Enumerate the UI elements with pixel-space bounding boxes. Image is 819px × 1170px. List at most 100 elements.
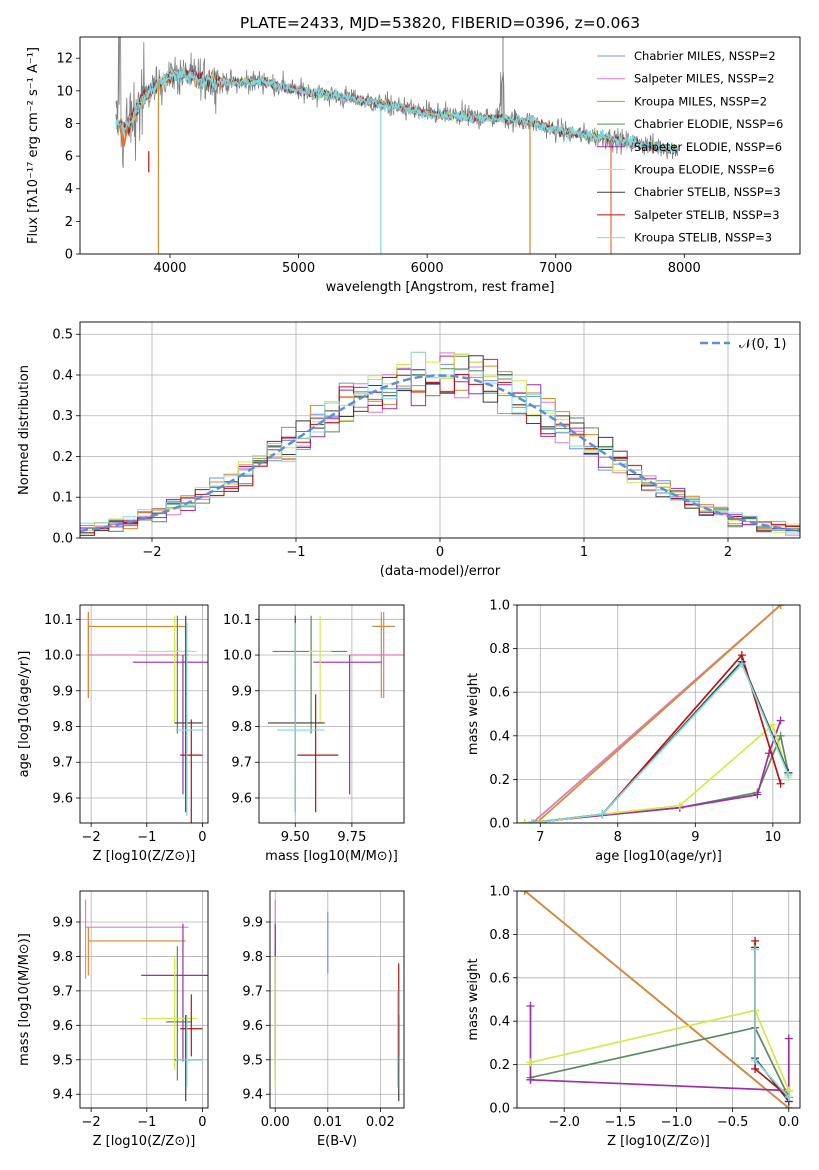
marker-kroupa_elodie xyxy=(520,819,529,823)
y-tick: 9.8 xyxy=(52,950,80,965)
x-tick: 6000 xyxy=(411,254,444,276)
y-axis-label: Flux [fλ10⁻¹⁷ erg cm⁻² s⁻¹ A⁻¹] xyxy=(26,47,41,244)
errorbar-kroupa_stelib xyxy=(175,1015,204,1088)
y-tick-label: 0.3 xyxy=(52,409,73,424)
marker-kroupa_elodie xyxy=(768,720,777,729)
legend-label: Kroupa MILES, NSSP=2 xyxy=(634,94,767,108)
y-tick-label: 9.6 xyxy=(52,791,73,806)
errorbar-kroupa_miles xyxy=(374,612,393,698)
x-tick: 7 xyxy=(536,823,544,845)
marker-salpeter_elodie xyxy=(776,716,785,725)
x-tick-label: −0.5 xyxy=(717,1115,749,1130)
marker-kroupa_elodie xyxy=(675,801,684,810)
panel-age-vs-mass: 9.50 9.75 9.6 9.7 9.8 9.9 10.0 10.1 mass [log10(… xyxy=(223,604,405,864)
axes-frame xyxy=(79,36,801,255)
y-axis-label: mass weight xyxy=(466,673,481,755)
errorbar-salpeter_stelib xyxy=(297,694,339,813)
y-tick: 9.6 xyxy=(52,791,80,806)
legend-label: Chabrier STELIB, NSSP=3 xyxy=(634,185,781,199)
y-tick: 9.8 xyxy=(231,720,259,735)
x-tick-label: 9.50 xyxy=(281,830,310,845)
y-tick: 9.5 xyxy=(52,1053,80,1068)
residual-legend: 𝒩(0, 1) xyxy=(700,337,786,352)
y-tick: 9.7 xyxy=(242,984,270,999)
x-axis-label: E(B-V) xyxy=(317,1134,357,1149)
y-tick: 9.9 xyxy=(52,684,80,699)
x-tick: −0.5 xyxy=(717,1108,749,1130)
x-tick: 0 xyxy=(198,823,207,845)
y-tick: 0 xyxy=(65,248,80,263)
x-tick-label: 7000 xyxy=(539,261,572,276)
plot-area xyxy=(80,891,208,1108)
model-spectrum-kroupa-stelib-top xyxy=(115,69,679,154)
x-tick-label: 0 xyxy=(198,830,206,845)
x-tick: −2.0 xyxy=(548,1108,580,1130)
y-tick-label: 9.5 xyxy=(242,1053,263,1068)
errorbar-kroupa_elodie xyxy=(141,956,197,1071)
plot-area xyxy=(80,322,800,538)
marker-kroupa_stelib xyxy=(784,1093,793,1102)
y-tick: 0.6 xyxy=(489,686,517,701)
y-tick: 0.2 xyxy=(52,450,80,465)
marker-kroupa_stelib xyxy=(737,659,746,668)
observed-spectrum xyxy=(115,37,678,168)
marker-chabrier_elodie xyxy=(776,731,785,740)
x-tick-label: −1.0 xyxy=(661,1115,693,1130)
y-tick-label: 9.9 xyxy=(242,916,263,931)
panel-mass-weight-vs-z: −2.0 −1.5 −1.0 −0.5 0.0 0.0 0.2 0.4 0.6 0.8 1.0 Z [… xyxy=(466,885,801,1149)
errorbar-kroupa_miles xyxy=(87,927,186,976)
panel-mass-vs-z: −2 −1 0 9.4 9.5 9.6 9.7 9.8 9.9 Z [log10(Z/Z⊙)] ma… xyxy=(17,890,209,1149)
x-tick-label: 10 xyxy=(765,830,782,845)
panel-spectrum: 4000 5000 6000 7000 8000 0 2 4 6 8 10 12 wavelength … xyxy=(26,36,801,295)
y-tick: 0.0 xyxy=(489,1102,517,1117)
x-tick: −1 xyxy=(137,1108,156,1130)
y-tick-label: 10.0 xyxy=(223,649,252,664)
y-tick-label: 0.4 xyxy=(489,1015,510,1030)
y-axis-label: Normed distribution xyxy=(17,365,32,495)
y-tick-label: 12 xyxy=(56,52,73,67)
model-spectrum-chabrier_stelib xyxy=(115,68,678,155)
marker-kroupa_elodie xyxy=(526,1058,535,1067)
figure-title: PLATE=2433, MJD=53820, FIBERID=0396, z=0… xyxy=(240,14,640,32)
x-tick-label: 5000 xyxy=(282,261,315,276)
marker-kroupa_miles xyxy=(532,819,541,823)
panel-mass-weight-vs-age: 7 8 9 10 0.0 0.2 0.4 0.6 0.8 1.0 age [log10(age/yr… xyxy=(466,599,801,864)
y-tick-label: 0.6 xyxy=(489,686,510,701)
y-tick: 10.1 xyxy=(44,613,80,628)
x-tick-label: 0.02 xyxy=(366,1115,395,1130)
marker-salpeter_stelib xyxy=(776,779,785,788)
y-tick-label: 9.6 xyxy=(52,1019,73,1034)
mass-weight-line-chabrier_stelib xyxy=(532,660,790,823)
axes-frame xyxy=(79,604,209,824)
marker-kroupa_stelib xyxy=(528,819,537,823)
y-tick: 9.7 xyxy=(52,984,80,999)
mass-weight-line-kroupa_elodie xyxy=(524,723,790,823)
axes-frame xyxy=(516,604,801,824)
y-tick-label: 4 xyxy=(65,182,73,197)
y-tick: 0.0 xyxy=(52,532,80,547)
x-axis-label: mass [log10(M/M⊙)] xyxy=(265,849,398,864)
x-axis-label: Z [log10(Z/Z⊙)] xyxy=(93,849,196,864)
y-tick: 10.1 xyxy=(223,613,259,628)
y-axis-label: mass [log10(M/M⊙)] xyxy=(17,933,32,1066)
y-tick: 9.5 xyxy=(242,1053,270,1068)
legend-label: Salpeter MILES, NSSP=2 xyxy=(634,72,775,86)
x-tick-label: −1 xyxy=(286,545,305,560)
model-blue-end xyxy=(118,124,129,147)
y-tick: 1.0 xyxy=(489,885,517,900)
errorbar-kroupa_stelib xyxy=(175,622,204,816)
x-tick-label: −2 xyxy=(82,1115,101,1130)
marker-kroupa_miles xyxy=(520,891,529,895)
marker-salpeter_stelib xyxy=(751,936,760,945)
legend-label: Kroupa ELODIE, NSSP=6 xyxy=(634,163,775,177)
panel-age-vs-z: −2 −1 0 9.6 9.7 9.8 9.9 10.0 10.1 Z [log10(Z/Z⊙)]… xyxy=(17,604,209,864)
legend-label: Kroupa STELIB, NSSP=3 xyxy=(634,231,772,245)
y-tick: 10.0 xyxy=(44,649,80,664)
mass-weight-line-kroupa_miles xyxy=(524,891,790,1108)
x-axis-label: Z [log10(Z/Z⊙)] xyxy=(93,1134,196,1149)
errorbar-salpeter_miles xyxy=(84,899,189,979)
x-tick-label: 9 xyxy=(691,830,699,845)
y-tick-label: 0.8 xyxy=(489,642,510,657)
x-tick-label: 8 xyxy=(614,830,622,845)
errorbar-chabrier_elodie xyxy=(272,615,348,734)
